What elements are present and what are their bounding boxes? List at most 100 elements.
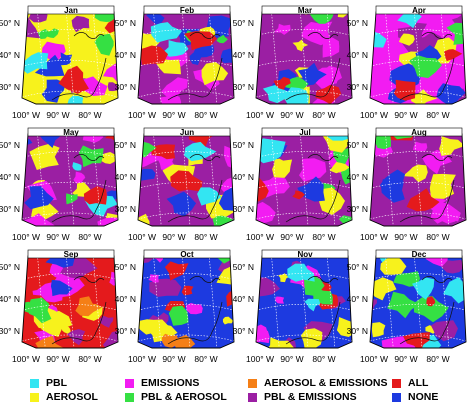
legend-item-aerosol: AEROSOL	[30, 391, 98, 403]
panel-title-box	[375, 249, 463, 259]
map-panel-feb: Feb 50° N 40° N 30° N 100° W 90° W 80° W	[115, 5, 235, 120]
region-all	[164, 261, 189, 281]
map-panel-sep: Sep 50° N 40° N 30° N 100° W 90° W 80° W	[0, 249, 119, 364]
latitude-label: 30° N	[233, 204, 254, 214]
region-aerosol	[222, 316, 234, 325]
legend-swatch	[248, 378, 257, 388]
longitude-label: 80° W	[426, 354, 449, 364]
latitude-label: 50° N	[115, 262, 136, 272]
great-lakes-outline	[189, 276, 221, 283]
legend-item-pbl: PBL	[30, 377, 67, 389]
panel-title-box	[261, 249, 349, 259]
region-emissions	[434, 207, 458, 224]
map-panel-mar: Mar 50° N 40° N 30° N 100° W 90° W 80° W	[233, 5, 353, 120]
latitude-label: 40° N	[233, 172, 254, 182]
graticule	[256, 256, 352, 348]
latitude-label: 40° N	[0, 172, 20, 182]
panel-title: May	[63, 128, 79, 137]
region-pbl	[197, 187, 222, 206]
map-panel-nov: Nov 50° N 40° N 30° N 100° W 90° W 80° W	[233, 249, 353, 364]
latitude-label: 50° N	[0, 18, 20, 28]
region-emissions	[299, 158, 327, 182]
great-lakes-outline	[421, 32, 453, 39]
panel-title-box	[261, 5, 349, 15]
graticule	[22, 256, 118, 348]
region-none	[379, 169, 406, 192]
longitude-label: 80° W	[194, 232, 217, 242]
longitude-label: 100° W	[128, 232, 156, 242]
longitude-label: 90° W	[162, 232, 185, 242]
longitude-label: 90° W	[280, 232, 303, 242]
great-lakes-outline	[307, 154, 339, 161]
legend-label: AEROSOL	[46, 391, 98, 403]
region-pbl-aerosol	[94, 33, 114, 56]
graticule	[138, 12, 234, 104]
region-emissions	[322, 35, 340, 58]
region-emissions	[22, 213, 55, 226]
great-lakes-outline	[189, 32, 221, 39]
longitude-label: 90° W	[46, 110, 69, 120]
legend-item-emissions: EMISSIONS	[125, 377, 199, 389]
panel-title-box	[27, 127, 115, 137]
longitude-label: 100° W	[360, 232, 388, 242]
panel-title: Oct	[180, 250, 194, 259]
region-pbl	[162, 40, 189, 57]
longitude-label: 100° W	[12, 354, 40, 364]
latitude-label: 50° N	[347, 262, 368, 272]
region-pbl-emissions	[67, 329, 86, 346]
region-all	[58, 65, 89, 94]
longitude-label: 90° W	[280, 354, 303, 364]
longitude-label: 100° W	[246, 354, 274, 364]
panel-title: Jan	[64, 6, 78, 15]
longitude-label: 80° W	[312, 354, 335, 364]
panel-title: Aug	[411, 128, 427, 137]
region-pbl	[262, 84, 290, 104]
great-lakes-outline	[307, 32, 339, 39]
panel-title: Jul	[299, 128, 311, 137]
region-aerosol	[318, 187, 345, 215]
longitude-label: 80° W	[194, 354, 217, 364]
longitude-label: 90° W	[46, 354, 69, 364]
graticule	[256, 12, 352, 104]
graticule	[138, 256, 234, 348]
graticule	[22, 134, 118, 226]
panel-title: Feb	[180, 6, 194, 15]
longitude-label: 80° W	[78, 110, 101, 120]
latitude-label: 30° N	[115, 82, 136, 92]
region-pbl-aerosol	[27, 297, 52, 324]
latitude-label: 30° N	[233, 326, 254, 336]
region-all	[184, 31, 217, 51]
region-none	[37, 134, 61, 148]
longitude-label: 100° W	[128, 110, 156, 120]
region-aerosol	[329, 162, 350, 174]
region-all	[403, 332, 430, 348]
region-aerosol	[380, 256, 407, 275]
longitude-label: 80° W	[194, 110, 217, 120]
longitude-label: 90° W	[394, 354, 417, 364]
region-aerosol	[335, 12, 348, 18]
longitude-label: 100° W	[360, 110, 388, 120]
region-pbl	[412, 277, 435, 300]
panel-title-box	[261, 127, 349, 137]
panel-title: Dec	[412, 250, 427, 259]
region-pbl-aerosol	[211, 256, 232, 264]
latitude-label: 40° N	[115, 172, 136, 182]
great-lakes-outline	[421, 276, 453, 283]
region-none	[24, 186, 54, 210]
legend-label: EMISSIONS	[141, 377, 200, 389]
region-aerosol	[100, 152, 118, 164]
region-pbl	[287, 263, 315, 282]
great-lakes-outline	[73, 154, 105, 161]
region-pbl	[22, 52, 49, 74]
latitude-label: 50° N	[0, 140, 20, 150]
longitude-label: 80° W	[78, 354, 101, 364]
latitude-label: 50° N	[233, 262, 254, 272]
legend-label: PBL & AEROSOL	[141, 391, 227, 403]
region-none	[298, 62, 327, 86]
map-panel-apr: Apr 50° N 40° N 30° N 100° W 90° W 80° W	[347, 5, 467, 120]
region-pbl	[397, 12, 422, 29]
region-all	[256, 177, 269, 202]
latitude-label: 30° N	[115, 326, 136, 336]
map-panel-jan: Jan 50° N 40° N 30° N 100° W 90° W 80° W	[0, 5, 119, 120]
region-all	[181, 285, 194, 296]
